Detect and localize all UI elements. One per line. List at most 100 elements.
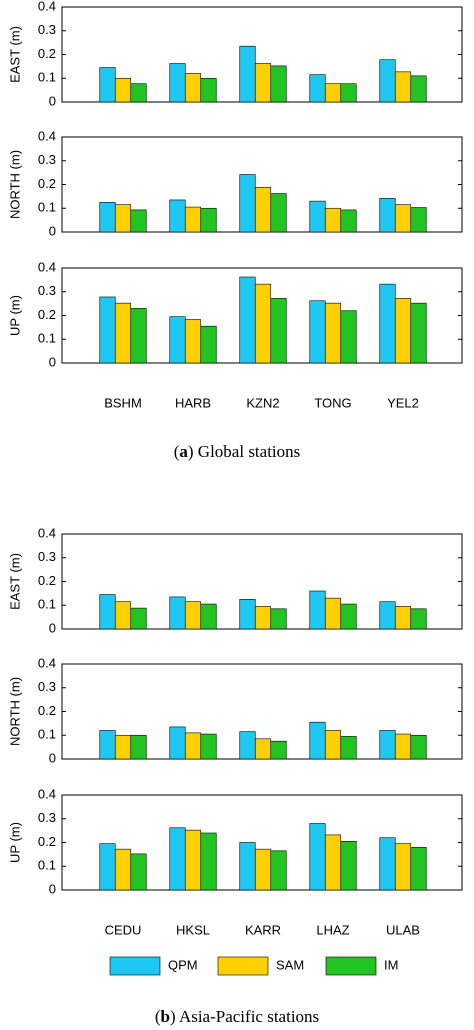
y-tick-label: 0.3 (38, 810, 56, 825)
caption-part: b (161, 1007, 170, 1026)
bar (379, 283, 396, 364)
y-tick-label: 0 (49, 881, 56, 896)
bar (184, 206, 202, 233)
y-tick-label: 0 (49, 223, 56, 238)
bar (340, 603, 357, 630)
bar (254, 848, 272, 891)
y-tick-label: 0.2 (38, 573, 56, 588)
bar (169, 827, 186, 891)
y-tick-label: 0.4 (38, 259, 56, 274)
bar (379, 730, 396, 760)
y-tick-label: 0.2 (38, 307, 56, 322)
bar (114, 302, 132, 364)
caption-part: ( (155, 1007, 161, 1026)
bar (239, 174, 256, 233)
legend-swatch (109, 956, 161, 976)
y-tick-label: 0.4 (38, 525, 56, 540)
bar (114, 734, 132, 760)
bar (99, 594, 116, 630)
bar (270, 193, 287, 233)
bar (200, 207, 217, 233)
bar (309, 200, 326, 233)
caption-part: ) Asia-Pacific stations (170, 1007, 319, 1026)
y-axis-label: UP (m) (7, 822, 22, 863)
x-tick-label: CEDU (105, 922, 142, 937)
y-axis-label: NORTH (m) (7, 677, 22, 746)
y-tick-label: 0.2 (38, 46, 56, 61)
y-tick-label: 0.3 (38, 22, 56, 37)
y-tick-label: 0.3 (38, 549, 56, 564)
bar (309, 74, 326, 103)
bar (130, 607, 147, 630)
bar (379, 601, 396, 630)
bar (99, 67, 116, 103)
bar (270, 298, 287, 364)
legend-label: IM (384, 957, 398, 972)
y-tick-label: 0.1 (38, 200, 56, 215)
bar (184, 732, 202, 760)
y-tick-label: 0.2 (38, 176, 56, 191)
bar (324, 730, 342, 760)
bar (254, 63, 272, 103)
legend-label: QPM (168, 957, 198, 972)
bar (184, 73, 202, 103)
bar (340, 83, 357, 103)
y-tick-label: 0.1 (38, 331, 56, 346)
caption: (a) Global stations (174, 442, 301, 461)
bar (239, 599, 256, 630)
bar (130, 734, 147, 760)
x-tick-label: LHAZ (316, 922, 349, 937)
y-tick-label: 0.2 (38, 834, 56, 849)
y-tick-label: 0.2 (38, 703, 56, 718)
bar (184, 319, 202, 364)
bar (254, 738, 272, 760)
caption: (b) Asia-Pacific stations (155, 1007, 319, 1026)
bar (394, 204, 412, 233)
bar (270, 740, 287, 760)
bar (410, 608, 427, 630)
x-tick-label: TONG (314, 395, 351, 410)
bar (239, 842, 256, 891)
y-axis-label: EAST (m) (7, 26, 22, 83)
bar (99, 843, 116, 891)
bar (200, 832, 217, 891)
bar (270, 608, 287, 630)
bar (130, 209, 147, 233)
x-tick-label: ULAB (386, 922, 420, 937)
y-axis-label: UP (m) (7, 295, 22, 336)
y-tick-label: 0 (49, 750, 56, 765)
bar (169, 316, 186, 364)
y-tick-label: 0 (49, 354, 56, 369)
bar (324, 302, 342, 364)
caption-part: ) Global stations (188, 442, 300, 461)
bar (200, 603, 217, 630)
bar (114, 204, 132, 233)
bar (200, 733, 217, 760)
y-tick-label: 0.3 (38, 679, 56, 694)
x-tick-label: BSHM (104, 395, 142, 410)
y-axis-label: NORTH (m) (7, 150, 22, 219)
caption-part: ( (174, 442, 180, 461)
y-tick-label: 0.1 (38, 858, 56, 873)
bar (309, 721, 326, 760)
bar (324, 834, 342, 891)
y-tick-label: 0.1 (38, 727, 56, 742)
y-tick-label: 0.3 (38, 283, 56, 298)
legend-label: SAM (276, 957, 304, 972)
bar (340, 310, 357, 364)
bar (410, 207, 427, 233)
bar (410, 846, 427, 891)
bar (99, 202, 116, 233)
y-tick-label: 0.4 (38, 0, 56, 13)
caption-part: a (179, 442, 188, 461)
y-tick-label: 0.3 (38, 152, 56, 167)
bar (270, 65, 287, 103)
y-tick-label: 0.4 (38, 128, 56, 143)
bar (379, 197, 396, 233)
bar (130, 83, 147, 103)
bar (169, 199, 186, 233)
bar (410, 734, 427, 760)
bar (114, 601, 132, 630)
bar (130, 308, 147, 364)
bar (394, 298, 412, 364)
